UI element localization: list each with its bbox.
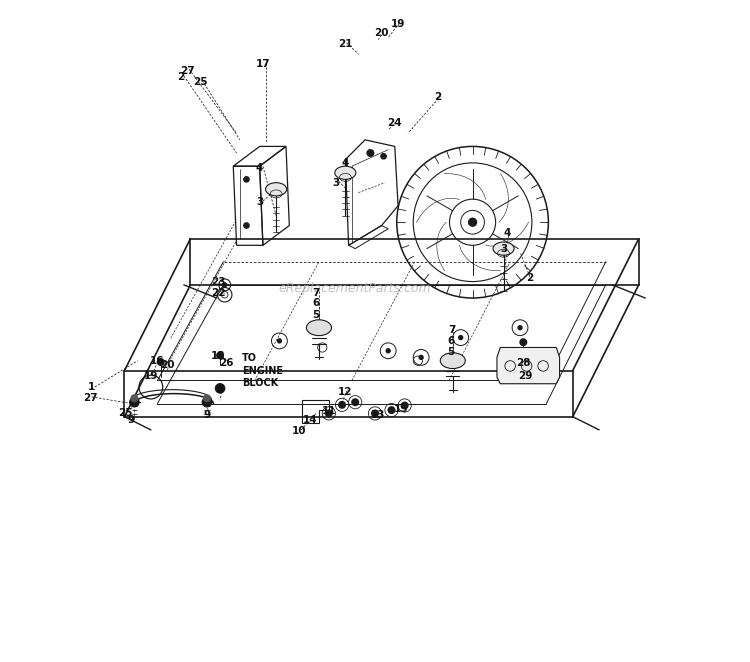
Ellipse shape [334,166,356,179]
Ellipse shape [307,320,332,336]
Circle shape [339,402,345,408]
Text: 2: 2 [177,72,184,82]
Text: 6: 6 [447,336,454,346]
Text: 17: 17 [256,59,270,69]
Text: 20: 20 [160,360,175,370]
Text: 7: 7 [312,288,320,298]
Circle shape [381,154,386,159]
Ellipse shape [266,183,286,196]
Text: 7: 7 [448,324,456,335]
Circle shape [419,355,423,359]
Circle shape [518,326,522,330]
Circle shape [386,349,390,353]
Text: 11: 11 [322,406,336,416]
Text: 23: 23 [211,277,225,287]
Text: TO
ENGINE
BLOCK: TO ENGINE BLOCK [242,353,283,388]
Text: 1: 1 [88,382,95,392]
Text: 5: 5 [447,347,454,357]
Polygon shape [497,348,560,384]
Text: 16: 16 [150,355,165,365]
Text: 28: 28 [516,357,530,367]
Circle shape [520,339,526,346]
Circle shape [352,399,358,406]
Text: 4: 4 [342,158,349,168]
Circle shape [367,150,374,156]
Text: 4: 4 [503,228,511,238]
Text: 22: 22 [211,288,225,298]
Circle shape [326,410,332,416]
Text: 13: 13 [371,410,386,420]
Circle shape [401,402,408,409]
Text: 18: 18 [211,351,225,361]
Text: 29: 29 [518,371,532,381]
Text: 24: 24 [388,118,402,128]
Text: 3: 3 [500,244,507,254]
Circle shape [244,223,249,228]
Text: 4: 4 [256,162,263,173]
Ellipse shape [440,353,465,369]
Circle shape [469,218,476,226]
Text: eReplacementParts.com: eReplacementParts.com [279,281,431,295]
Circle shape [131,395,138,402]
Text: 25: 25 [193,77,208,87]
Text: 6: 6 [312,299,320,308]
Text: 3: 3 [256,197,263,207]
Text: 9: 9 [128,415,135,425]
Circle shape [215,384,225,393]
Text: 2: 2 [434,92,441,102]
Text: 20: 20 [374,28,388,38]
Ellipse shape [493,242,514,255]
Circle shape [459,336,463,340]
Text: 19: 19 [391,19,405,30]
Circle shape [372,410,378,416]
Text: 10: 10 [292,426,307,436]
Circle shape [202,398,211,407]
Circle shape [130,398,139,407]
Circle shape [158,359,164,365]
Text: 5: 5 [312,310,320,320]
Circle shape [203,395,210,402]
Circle shape [278,339,281,343]
Text: 19: 19 [144,371,158,381]
Text: 25: 25 [118,408,133,418]
Text: 12: 12 [338,387,352,397]
Circle shape [223,283,226,287]
Text: 8: 8 [217,385,223,395]
Text: 15: 15 [394,404,409,414]
Text: 27: 27 [180,66,194,75]
Circle shape [217,352,223,359]
Text: 26: 26 [220,357,234,367]
Text: 2: 2 [526,273,533,283]
Circle shape [244,177,249,182]
Text: 3: 3 [332,177,339,187]
Circle shape [388,407,394,413]
Text: 9: 9 [203,410,211,420]
Text: 14: 14 [303,415,318,425]
Text: 21: 21 [338,39,352,49]
Text: 27: 27 [83,393,98,403]
